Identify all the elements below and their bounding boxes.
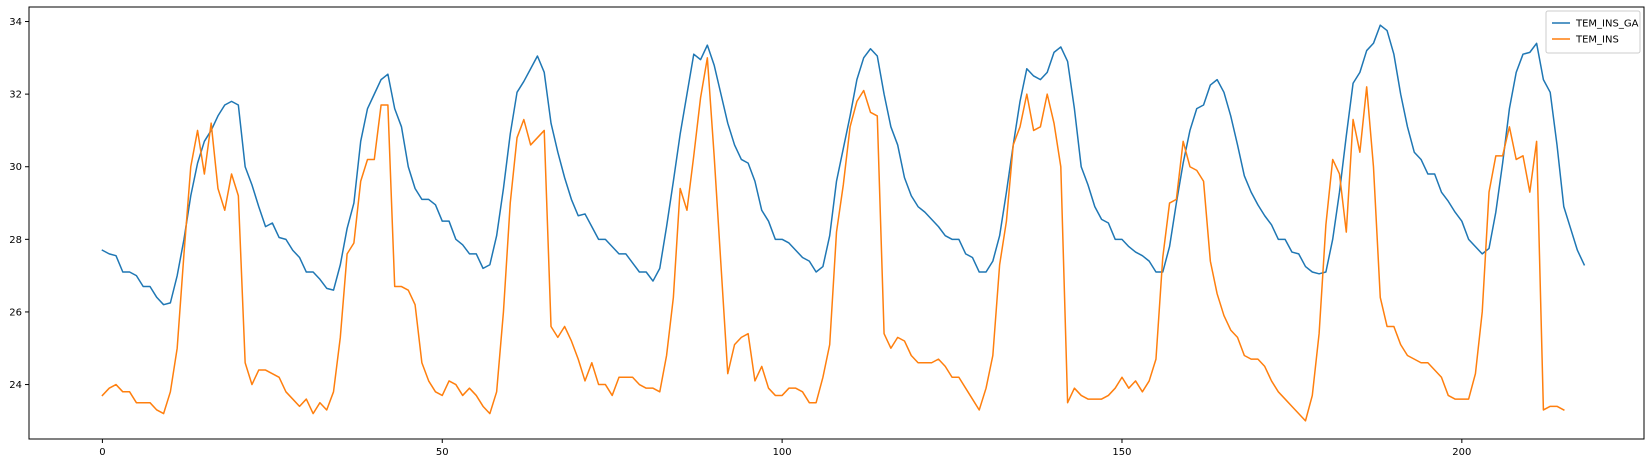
legend-box [1545, 10, 1641, 54]
y-axis-ticks: 24 26 28 30 32 34 [9, 17, 29, 391]
x-tick-label: 100 [773, 447, 792, 458]
series-layer [101, 24, 1586, 422]
x-tick-label: 0 [99, 447, 105, 458]
plot-frame [28, 6, 1645, 440]
y-tick-label: 28 [9, 235, 22, 246]
legend-label: TEM_INS [1575, 35, 1619, 46]
x-tick-label: 150 [1112, 447, 1131, 458]
y-tick-label: 30 [9, 162, 22, 173]
y-tick-label: 24 [9, 380, 22, 391]
x-tick-label: 200 [1452, 447, 1471, 458]
series-line-tem-ins-ga [101, 24, 1586, 306]
x-tick-label: 50 [436, 447, 449, 458]
y-tick-label: 34 [9, 17, 22, 28]
y-tick-label: 32 [9, 90, 22, 101]
y-tick-label: 26 [9, 307, 22, 318]
legend: TEM_INS_GA TEM_INS [1545, 10, 1641, 54]
series-line-tem-ins [101, 57, 1565, 422]
x-axis-ticks: 0 50 100 150 200 [99, 439, 1471, 458]
legend-label: TEM_INS_GA [1575, 19, 1639, 30]
